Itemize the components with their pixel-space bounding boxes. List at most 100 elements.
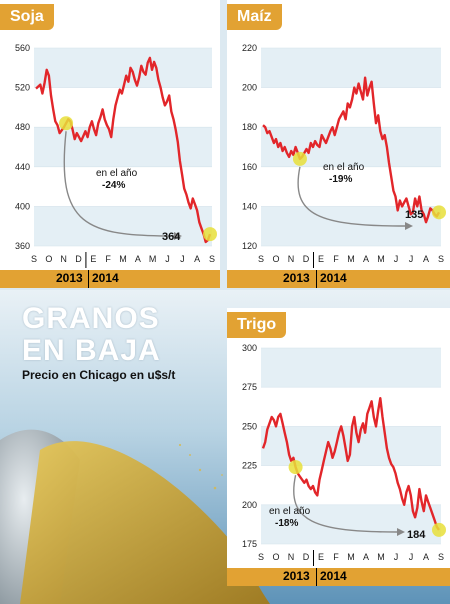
y-tick-label: 200 [242,83,257,93]
x-tick-label: M [149,254,157,264]
y-tick-label: 225 [242,461,257,471]
chart-title: Maíz [227,4,282,30]
x-tick-label: N [288,552,295,562]
annotation-pct: -24% [102,180,125,191]
arrow-head [397,528,405,536]
x-tick-label: E [318,552,324,562]
chart-title: Trigo [227,312,287,338]
chart-title: Soja [0,4,54,30]
x-tick-label: M [377,552,385,562]
y-tick-label: 520 [15,83,30,93]
year-divider [316,568,317,586]
x-tick-label: O [272,254,279,264]
x-tick-label: M [377,254,385,264]
series-line [261,396,440,531]
y-tick-label: 140 [242,201,257,211]
x-tick-label: A [363,552,369,562]
x-tick-label: M [119,254,127,264]
x-tick-label: O [272,552,279,562]
y-tick-label: 250 [242,421,257,431]
arrow-head [174,232,182,240]
x-tick-label: S [258,254,264,264]
y-tick-label: 480 [15,122,30,132]
x-tick-label: S [31,254,37,264]
end-marker [432,205,446,220]
x-tick-label: E [318,254,324,264]
year-bar: 2013 2014 [227,568,450,586]
y-tick-label: 180 [242,122,257,132]
x-tick-label: F [333,552,339,562]
page-title-line1: GRANOS [22,302,160,335]
end-value-label: 364 [162,231,181,243]
x-tick-label: A [194,254,200,264]
change-arrow [297,166,406,227]
x-tick-label: E [90,254,96,264]
x-tick-label: M [347,552,355,562]
y-tick-label: 560 [15,43,30,53]
page-subtitle: Precio en Chicago en u$s/t [22,368,176,382]
annotation-pct: -19% [329,174,352,185]
arrow-head [405,222,413,230]
end-marker [432,522,446,537]
year-bar: 2013 2014 [0,270,220,288]
x-tick-label: A [363,254,369,264]
y-tick-label: 120 [242,241,257,251]
series-line [262,76,441,224]
year-label-2014: 2014 [320,569,347,583]
change-arrow [293,475,398,533]
x-tick-label: N [288,254,295,264]
y-tick-label: 440 [15,162,30,172]
grid-band [34,48,212,88]
x-tick-label: A [135,254,141,264]
x-tick-label: D [303,552,310,562]
y-tick-label: 400 [15,201,30,211]
grid-band [34,206,212,246]
year-divider [88,270,89,288]
x-tick-label: J [409,552,414,562]
year-divider [316,270,317,288]
x-tick-label: M [347,254,355,264]
x-tick-label: J [409,254,414,264]
year-label-2013: 2013 [56,271,83,285]
y-tick-label: 360 [15,241,30,251]
x-tick-label: A [423,552,429,562]
grid-band [261,348,441,388]
grid-band [261,504,441,544]
x-tick-label: D [303,254,310,264]
grain-pile [20,441,270,604]
y-tick-label: 300 [242,343,257,353]
annotation-label: en el año [323,162,365,173]
x-tick-label: F [105,254,111,264]
page-title-line2: EN BAJA [22,334,161,367]
start-marker [292,151,307,166]
year-label-2014: 2014 [92,271,119,285]
annotation-label: en el año [96,168,138,179]
grid-band [261,127,441,167]
year-label-2013: 2013 [283,569,310,583]
x-tick-label: F [333,254,339,264]
annotation-pct: -18% [275,518,298,529]
year-label-2014: 2014 [320,271,347,285]
change-arrow [63,131,175,237]
start-marker [288,460,303,475]
x-tick-label: J [180,254,185,264]
year-label-2013: 2013 [283,271,310,285]
x-tick-label: A [423,254,429,264]
annotation-label: en el año [269,506,311,517]
x-tick-label: J [394,552,399,562]
x-tick-label: N [60,254,67,264]
start-marker [59,116,74,131]
x-tick-label: O [45,254,52,264]
x-tick-label: S [209,254,215,264]
end-value-label: 135 [405,209,423,221]
x-tick-label: J [394,254,399,264]
grid-band [261,48,441,88]
x-tick-label: S [438,552,444,562]
year-bar: 2013 2014 [227,270,450,288]
end-value-label: 184 [407,529,426,541]
